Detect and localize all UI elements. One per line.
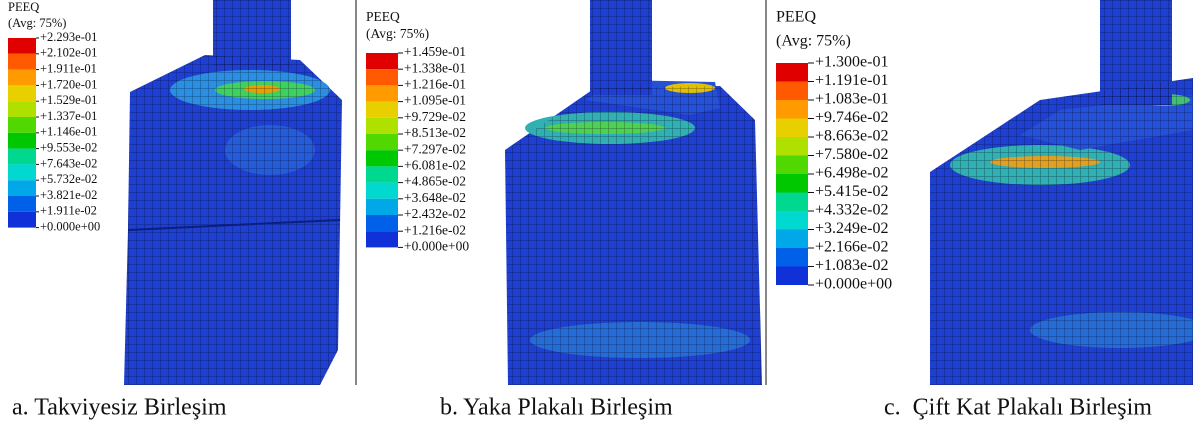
legend-label: +6.498e-02 — [815, 165, 888, 182]
legend-swatch — [8, 132, 36, 149]
legend-label: +2.432e-02 — [404, 206, 466, 221]
caption: a. Takviyesiz Birleşim — [12, 395, 227, 421]
legend-swatch — [776, 118, 808, 137]
legend-label: +2.293e-01 — [40, 30, 97, 44]
legend-swatch — [366, 166, 398, 183]
legend-swatch — [8, 38, 36, 54]
legend-label: +4.865e-02 — [404, 174, 466, 189]
legend-swatch — [776, 100, 808, 119]
legend-swatch — [366, 134, 398, 151]
legend-subtitle: (Avg: 75%) — [776, 33, 851, 50]
legend-label: +9.729e-02 — [404, 109, 466, 124]
legend-label: +5.415e-02 — [815, 183, 888, 200]
legend-label: +2.166e-02 — [815, 239, 888, 256]
legend-swatch — [776, 192, 808, 211]
legend-swatch — [776, 266, 808, 285]
legend-label: +1.146e-01 — [40, 125, 97, 139]
legend-subtitle: (Avg: 75%) — [366, 26, 429, 41]
legend-subtitle: (Avg: 75%) — [8, 16, 66, 30]
legend-swatch — [8, 196, 36, 212]
legend-swatch — [366, 85, 398, 102]
legend-label: +1.337e-01 — [40, 109, 97, 123]
legend-label: +0.000e+00 — [815, 276, 892, 293]
legend-swatch — [366, 53, 398, 70]
legend-swatch — [776, 63, 808, 82]
legend-label: +1.216e-01 — [404, 76, 466, 91]
legend-swatch — [8, 101, 36, 117]
legend-label: +1.191e-01 — [815, 72, 888, 89]
legend-swatch — [776, 174, 808, 193]
legend-label: +1.083e-01 — [815, 91, 888, 108]
model-a — [124, 0, 342, 385]
legend-swatch — [8, 180, 36, 196]
model-c — [930, 0, 1193, 385]
legend-swatch — [776, 137, 808, 156]
legend-swatch — [366, 69, 398, 86]
legend-swatch — [776, 229, 808, 248]
legend-swatch — [8, 211, 36, 228]
legend-swatch — [8, 69, 36, 86]
legend-label: +9.746e-02 — [815, 109, 888, 126]
legend-swatch — [8, 164, 36, 181]
legend-label: +1.911e-02 — [40, 204, 97, 218]
legend-swatch — [366, 215, 398, 232]
legend-label: +1.300e-01 — [815, 54, 888, 71]
legend-label: +1.095e-01 — [404, 93, 466, 108]
legend-swatch — [366, 150, 398, 167]
legend-label: +8.513e-02 — [404, 125, 466, 140]
legend-title: PEEQ — [776, 9, 816, 26]
legend-swatch — [8, 117, 36, 133]
legend-label: +0.000e+00 — [40, 219, 100, 233]
legend-swatch — [366, 117, 398, 134]
legend-title: PEEQ — [8, 0, 39, 14]
legend-label: +8.663e-02 — [815, 128, 888, 145]
legend-label: +1.083e-02 — [815, 257, 888, 274]
legend-label: +4.332e-02 — [815, 202, 888, 219]
legend-label: +0.000e+00 — [404, 238, 469, 253]
legend-swatch — [776, 248, 808, 267]
legend-swatch — [8, 85, 36, 102]
caption: b. Yaka Plakalı Birleşim — [440, 395, 673, 421]
legend-swatch — [366, 231, 398, 248]
legend-label: +1.216e-02 — [404, 222, 466, 237]
legend-label: +6.081e-02 — [404, 157, 466, 172]
legend-swatch — [776, 81, 808, 100]
legend-label: +5.732e-02 — [40, 172, 97, 186]
legend-swatch — [366, 198, 398, 215]
legend-label: +9.553e-02 — [40, 140, 97, 154]
legend-label: +3.821e-02 — [40, 188, 97, 202]
legend-label: +7.580e-02 — [815, 146, 888, 163]
legend-swatch — [366, 182, 398, 199]
legend-label: +1.459e-01 — [404, 44, 466, 59]
legend-label: +3.648e-02 — [404, 190, 466, 205]
legend-label: +2.102e-01 — [40, 46, 97, 60]
legend-swatch — [8, 148, 36, 165]
legend-label: +1.338e-01 — [404, 60, 466, 75]
legend-label: +1.529e-01 — [40, 93, 97, 107]
legend-swatch — [8, 53, 36, 70]
legend-swatch — [776, 211, 808, 230]
legend-label: +1.720e-01 — [40, 77, 97, 91]
caption: c. Çift Kat Plakalı Birleşim — [884, 395, 1152, 421]
legend-swatch — [776, 155, 808, 174]
legend-label: +7.643e-02 — [40, 156, 97, 170]
legend-label: +3.249e-02 — [815, 220, 888, 237]
model-b — [505, 0, 762, 385]
legend-swatch — [366, 101, 398, 118]
legend-label: +7.297e-02 — [404, 141, 466, 156]
legend-title: PEEQ — [366, 9, 400, 24]
legend-label: +1.911e-01 — [40, 61, 97, 75]
